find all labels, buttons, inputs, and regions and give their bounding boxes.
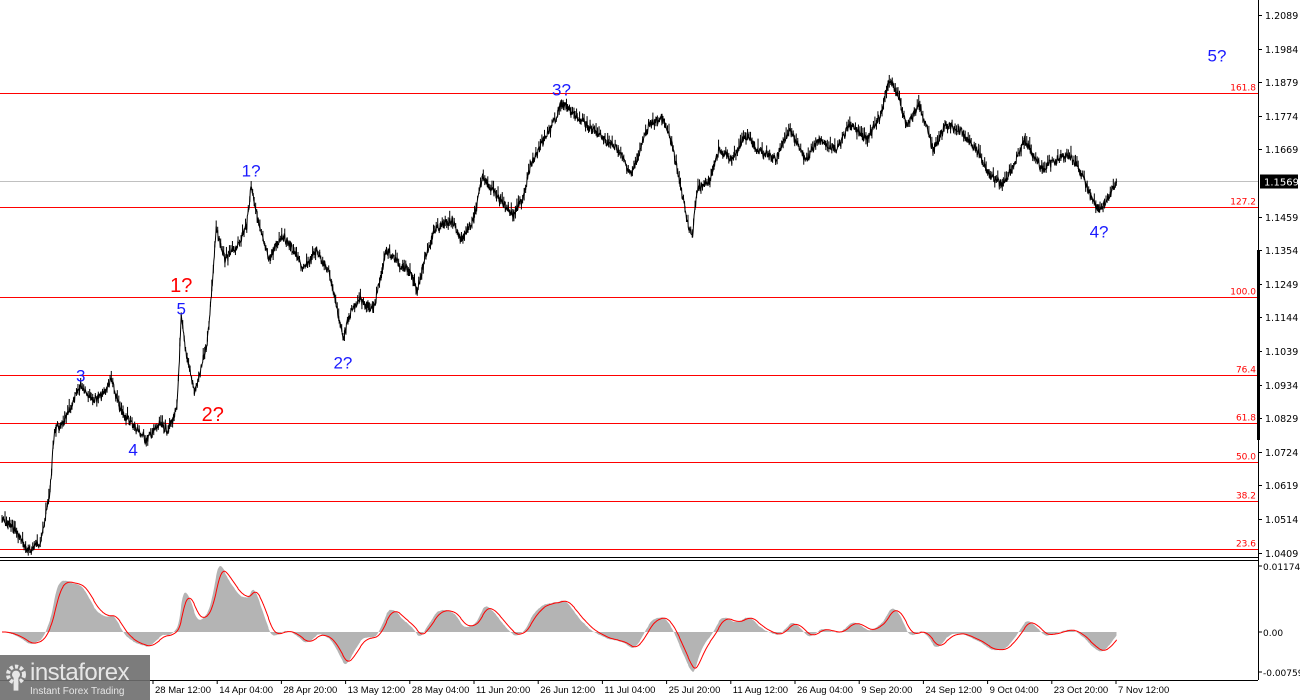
price-tick-label: 1.0619 xyxy=(1265,481,1298,492)
fib-level-label: 100.0 xyxy=(1230,288,1256,298)
fib-level-label: 76.4 xyxy=(1236,366,1256,376)
price-tick-label: 1.1774 xyxy=(1265,112,1298,123)
price-tick-label: 1.0514 xyxy=(1265,515,1298,526)
time-tick-label: 26 Aug 04:00 xyxy=(797,685,853,696)
time-tick-label: 28 Mar 12:00 xyxy=(155,685,211,696)
osc-tick-label: -0.00759 xyxy=(1263,669,1300,679)
wave-label: 1? xyxy=(170,275,193,298)
time-tick-label: 11 Jul 04:00 xyxy=(604,685,655,696)
fibonacci-levels: 161.8 127.2 100.0 76.4 61.8 50.0 38.2 23.6 xyxy=(0,84,1258,550)
price-axis: 1.2089 1.1984 1.1879 1.1774 1.1669 1.1459 1.13… xyxy=(1258,11,1298,560)
time-tick-label: 25 Jul 20:00 xyxy=(669,685,721,696)
oscillator-histogram xyxy=(2,566,1117,672)
current-price-tag: 1.1569 xyxy=(1260,174,1299,189)
current-price-label: 1.1569 xyxy=(1264,178,1299,189)
time-tick-label: 9 Sep 20:00 xyxy=(861,685,912,696)
wave-label: 3 xyxy=(75,366,86,386)
price-line xyxy=(1,78,1117,554)
time-tick-label: 28 Apr 20:00 xyxy=(283,685,337,696)
wave-label: 4? xyxy=(1089,222,1109,242)
fib-level-label: 161.8 xyxy=(1230,84,1256,94)
wave-label: 2? xyxy=(201,403,224,426)
osc-tick-label: 0.00 xyxy=(1263,629,1283,639)
axes xyxy=(0,0,1260,681)
price-tick-label: 1.1459 xyxy=(1265,213,1298,224)
wave-label: 5? xyxy=(1207,46,1227,66)
instaforex-logo: instaforex Instant Forex Trading xyxy=(0,655,150,700)
time-tick-label: 28 May 04:00 xyxy=(412,685,470,696)
wave-label: 1? xyxy=(241,161,261,181)
price-tick-label: 1.1669 xyxy=(1265,145,1298,156)
fib-level-label: 23.6 xyxy=(1236,540,1256,550)
scroll-marker[interactable] xyxy=(1257,250,1260,440)
time-tick-label: 13 May 12:00 xyxy=(348,685,406,696)
time-tick-label: 7 Nov 12:00 xyxy=(1118,685,1169,696)
price-tick-label: 1.1984 xyxy=(1265,45,1298,56)
price-tick-label: 1.1879 xyxy=(1265,78,1298,89)
wave-label: 3? xyxy=(551,80,571,100)
oscillator-panel: 0.01174 0.00 -0.00759 xyxy=(2,563,1300,679)
price-tick-label: 1.0409 xyxy=(1265,549,1298,560)
wave-label: 2? xyxy=(333,353,353,373)
logo-brand: instaforex xyxy=(30,659,130,686)
price-series xyxy=(1,74,1117,556)
time-tick-label: 14 Apr 04:00 xyxy=(219,685,273,696)
time-tick-label: 26 Jun 12:00 xyxy=(540,685,595,696)
wave-label: 4 xyxy=(128,440,138,460)
time-tick-label: 9 Oct 04:00 xyxy=(990,685,1039,696)
time-tick-label: 23 Oct 20:00 xyxy=(1054,685,1108,696)
osc-tick-label: 0.01174 xyxy=(1263,563,1300,573)
logo-tagline: Instant Forex Trading xyxy=(30,686,125,697)
price-tick-label: 1.1039 xyxy=(1265,347,1298,358)
price-tick-label: 1.1354 xyxy=(1265,246,1298,257)
price-tick-label: 1.0934 xyxy=(1265,381,1298,392)
fib-level-label: 38.2 xyxy=(1236,492,1256,502)
price-tick-label: 1.0724 xyxy=(1265,448,1298,459)
price-tick-label: 1.1144 xyxy=(1265,313,1298,324)
fib-level-label: 127.2 xyxy=(1230,198,1256,208)
time-tick-label: 11 Jun 20:00 xyxy=(476,685,530,696)
gear-icon xyxy=(6,664,26,691)
price-tick-label: 1.0829 xyxy=(1265,414,1298,425)
time-axis: 28 Mar 12:00 14 Apr 04:00 28 Apr 20:00 13 M… xyxy=(152,680,1169,696)
time-tick-label: 24 Sep 12:00 xyxy=(925,685,982,696)
wave-label: 5 xyxy=(176,299,186,319)
price-tick-label: 1.1249 xyxy=(1265,280,1298,291)
price-tick-label: 1.2089 xyxy=(1265,11,1298,22)
time-tick-label: 11 Aug 12:00 xyxy=(733,685,788,696)
fib-level-label: 50.0 xyxy=(1236,453,1256,463)
oscillator-signal-line xyxy=(2,570,1117,669)
fib-level-label: 61.8 xyxy=(1236,414,1256,424)
